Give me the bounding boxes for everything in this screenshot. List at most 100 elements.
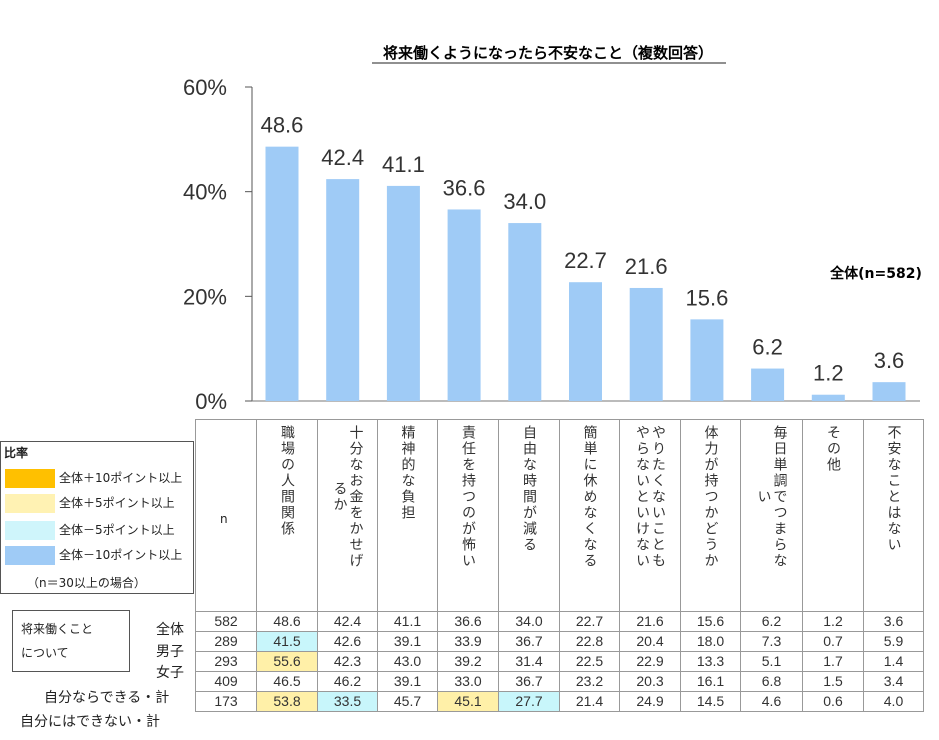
value-cell: 21.4	[559, 691, 620, 712]
category-header-text: 毎日単調でつまらない	[741, 420, 802, 569]
value-cell: 3.4	[863, 671, 924, 692]
value-cell: 41.5	[256, 631, 318, 652]
value-cell: 6.2	[740, 611, 803, 632]
bar	[569, 282, 602, 401]
category-header-line: 自由な時間が減る	[521, 425, 537, 553]
value-cell: 4.6	[740, 691, 803, 712]
table-row: 409 46.5 46.2 39.1 33.0 36.7 23.2 20.3 16.1 6.8 1.…	[195, 671, 924, 692]
data-label: 34.0	[503, 189, 546, 214]
value-cell: 33.5	[317, 691, 378, 712]
data-label: 41.1	[382, 152, 425, 177]
data-label: 48.6	[261, 113, 304, 138]
value-cell: 39.1	[377, 631, 438, 652]
value-cell: 42.4	[317, 611, 378, 632]
value-cell: 53.8	[256, 691, 318, 712]
category-header-line: 毎日単調でつまらな	[771, 425, 788, 569]
value-cell: 20.3	[619, 671, 681, 692]
bar	[629, 287, 663, 401]
value-cell: 1.2	[802, 611, 864, 632]
bar	[386, 185, 420, 401]
category-header-line: やりたくないことも	[650, 425, 666, 569]
data-label: 1.2	[813, 361, 844, 386]
value-cell: 55.6	[256, 651, 318, 672]
value-cell: 6.8	[740, 671, 803, 692]
value-cell: 45.1	[437, 691, 499, 712]
value-cell: 48.6	[256, 611, 318, 632]
bar	[447, 209, 481, 401]
bars-group	[265, 146, 906, 401]
legend-item: 全体－5ポイント以上	[5, 521, 191, 540]
value-cell: 46.5	[256, 671, 318, 692]
table-row: 582 48.6 42.4 41.1 36.6 34.0 22.7 21.6 15.6 6.2 1.…	[195, 611, 924, 632]
data-label: 15.6	[685, 285, 728, 310]
category-header-line: 精神的な負担	[399, 425, 416, 521]
bar	[872, 382, 906, 401]
row-label-can: 自分ならできる・計	[44, 690, 170, 706]
legend-label: 全体＋10ポイント以上	[59, 471, 183, 485]
data-label: 3.6	[874, 348, 905, 373]
category-header-text: 職場の人間関係	[257, 420, 317, 537]
category-header-cell: 十分なお金をかせげ るか	[317, 419, 378, 612]
value-cell: 36.7	[498, 671, 560, 692]
y-tick-label: 60%	[183, 75, 227, 100]
value-cell: 4.0	[863, 691, 924, 712]
category-header-text: 体力が持つかどうか	[681, 420, 740, 569]
legend-swatch	[5, 469, 55, 488]
n-cell: 409	[195, 671, 257, 692]
row-label-cannot: 自分にはできない・計	[20, 714, 160, 730]
category-header-text: その他	[803, 420, 863, 473]
value-cell: 13.3	[680, 651, 741, 672]
callout-line: 将来働くこと	[21, 622, 94, 636]
value-cell: 23.2	[559, 671, 620, 692]
value-cell: 24.9	[619, 691, 681, 712]
value-cell: 1.7	[802, 651, 864, 672]
category-header-cell: 簡単に休めなくなる	[559, 419, 620, 612]
category-header-text: 精神的な負担	[378, 420, 437, 521]
category-header-line: るか	[331, 481, 348, 513]
value-cell: 42.3	[317, 651, 378, 672]
chart-title: 将来働くようになったら不安なこと（複数回答）	[383, 44, 713, 62]
value-cell: 0.7	[802, 631, 864, 652]
value-cell: 3.6	[863, 611, 924, 632]
data-label: 21.6	[625, 254, 668, 279]
value-cell: 42.6	[317, 631, 378, 652]
bar	[811, 394, 845, 401]
n-cell: 293	[195, 651, 257, 672]
category-header-text: 責任を持つのが怖い	[438, 420, 498, 569]
value-cell: 18.0	[680, 631, 741, 652]
value-cell: 7.3	[740, 631, 803, 652]
n-cell: 173	[195, 691, 257, 712]
category-header-cell: その他	[802, 419, 864, 612]
data-label: 42.4	[321, 145, 364, 170]
value-cell: 36.6	[437, 611, 499, 632]
table-header-row: 職場の人間関係 十分なお金をかせげ るか 精神的な負担 責任を持つのが怖い 自由な時間が減…	[195, 419, 924, 612]
data-label: 6.2	[752, 335, 783, 360]
category-header-cell: やりたくないことも やらないといけない	[619, 419, 681, 612]
category-header-text: 不安なことはない	[864, 420, 923, 553]
value-cell: 34.0	[498, 611, 560, 632]
category-header-line: 十分なお金をかせげ	[347, 425, 364, 569]
value-cell: 43.0	[377, 651, 438, 672]
legend-note: （n＝30以上の場合）	[27, 576, 146, 590]
legend: 比率 全体＋10ポイント以上 全体＋5ポイント以上 全体－5ポイント以上 全体－…	[0, 441, 194, 594]
category-header-line: 簡単に休めなくなる	[581, 425, 598, 569]
value-cell: 33.9	[437, 631, 499, 652]
value-cell: 16.1	[680, 671, 741, 692]
category-header-text: 自由な時間が減る	[499, 420, 559, 553]
category-header-line: 不安なことはない	[885, 425, 902, 553]
y-tick-label: 40%	[183, 180, 227, 205]
category-header-cell: 精神的な負担	[377, 419, 438, 612]
callout-line: について	[21, 646, 69, 660]
value-cell: 5.9	[863, 631, 924, 652]
category-header-line: 体力が持つかどうか	[702, 425, 719, 569]
bar	[751, 368, 785, 401]
value-cell: 27.7	[498, 691, 560, 712]
bar	[265, 146, 299, 401]
table-row: 293 55.6 42.3 43.0 39.2 31.4 22.5 22.9 13.3 5.1 1.…	[195, 651, 924, 672]
n-header-cell	[195, 419, 257, 612]
category-header-line: 責任を持つのが怖い	[460, 425, 476, 569]
row-label-boys: 男子	[156, 644, 184, 660]
category-header-cell: 不安なことはない	[863, 419, 924, 612]
value-cell: 22.5	[559, 651, 620, 672]
value-cell: 33.0	[437, 671, 499, 692]
